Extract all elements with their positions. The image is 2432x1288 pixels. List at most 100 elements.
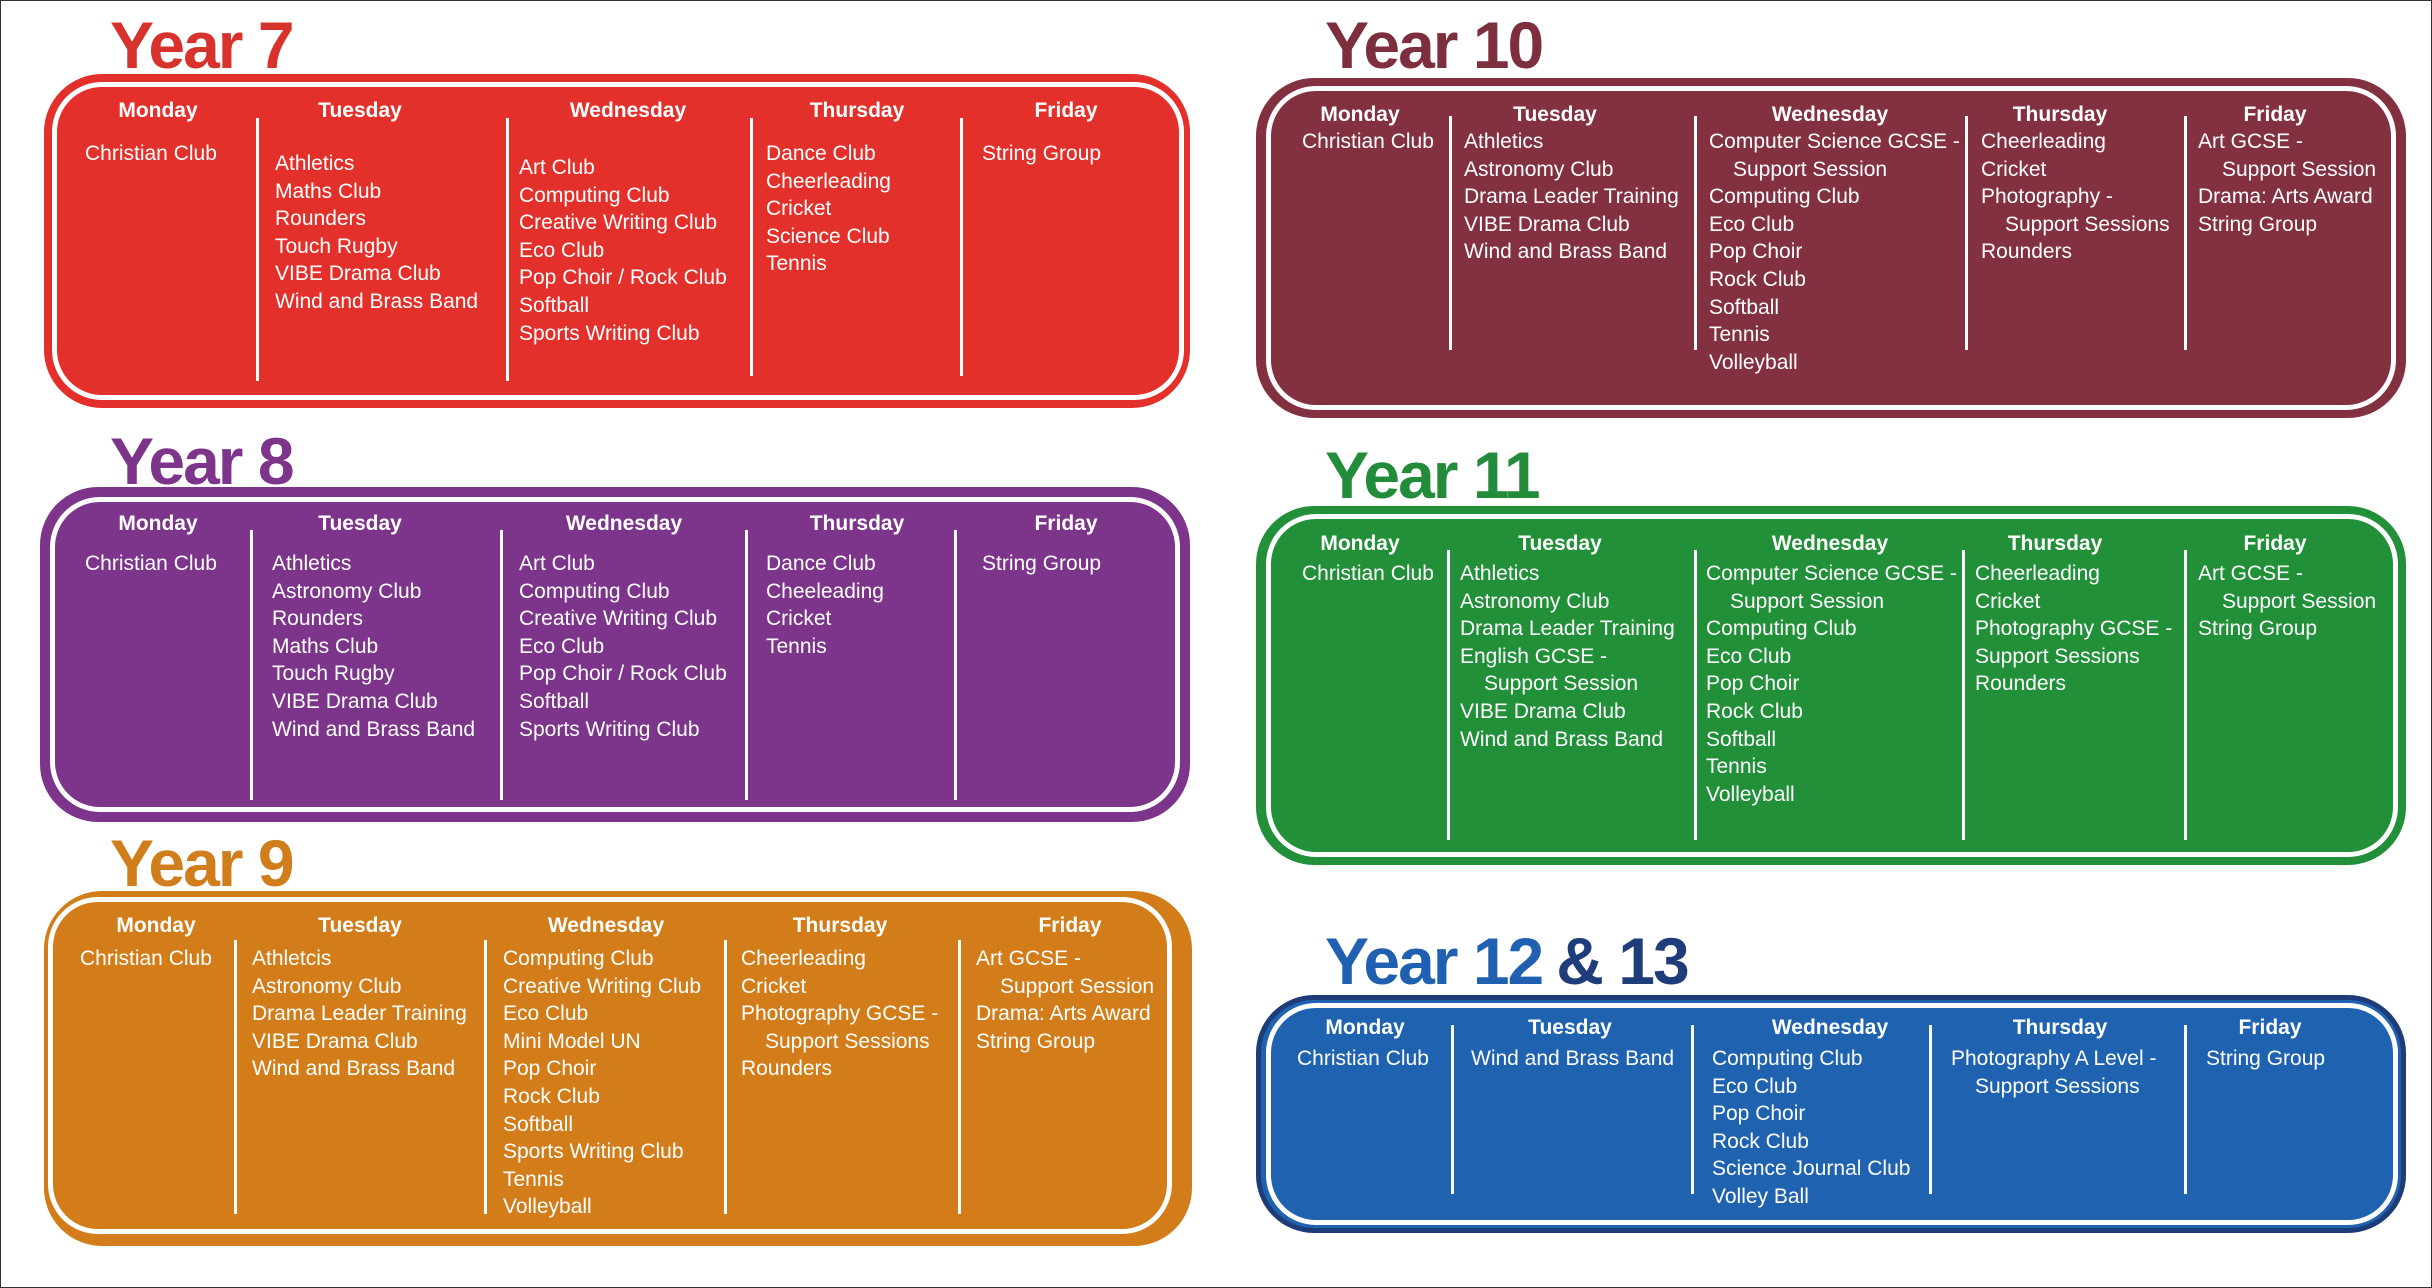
y12-monday-heading: Monday xyxy=(1280,1017,1450,1038)
y7-monday-heading: Monday xyxy=(48,100,268,121)
club-item: Art Club xyxy=(519,156,595,179)
club-item: Computing Club xyxy=(1712,1047,1863,1070)
day-heading: Tuesday xyxy=(1513,103,1597,126)
club-item: Pop Choir xyxy=(1706,672,1800,696)
y10-tuesday-club-list: Athletics Astronomy Club Drama Leader Trai… xyxy=(1464,128,1679,266)
club-item: Athletics xyxy=(272,552,352,575)
day-heading: Friday xyxy=(2238,1016,2302,1039)
y11-tuesday-heading: Tuesday xyxy=(1430,533,1690,554)
day-heading: Thursday xyxy=(809,99,905,122)
club-item: Astronomy Club xyxy=(1460,589,1610,613)
y8-friday-club-list: String Group xyxy=(982,550,1101,578)
club-item: Eco Club xyxy=(519,634,605,658)
day-heading: Friday xyxy=(2243,103,2307,126)
y10-wednesday-club-list: Computer Science GCSE - Support Session Co… xyxy=(1709,128,1960,376)
y8-column-divider xyxy=(500,530,503,800)
club-item: Drama Leader Training xyxy=(1464,185,1679,209)
club-item: Christian Club xyxy=(1302,562,1434,585)
y8-monday-club-list: Christian Club xyxy=(85,550,217,578)
y7-friday-club-list: String Group xyxy=(982,140,1101,168)
club-item: Computer Science GCSE - xyxy=(1706,562,1957,585)
y8-tuesday-heading: Tuesday xyxy=(240,513,480,534)
y7-wednesday-heading: Wednesday xyxy=(490,100,766,121)
y10-panel-border xyxy=(1266,86,2396,410)
club-item: Support Session xyxy=(2222,157,2377,181)
club-item: Rock Club xyxy=(503,1084,600,1108)
club-item: Support Session xyxy=(1730,589,1885,613)
club-item: Volleyball xyxy=(1709,350,1798,374)
day-heading: Wednesday xyxy=(547,914,665,937)
club-item: Rounders xyxy=(741,1057,833,1081)
y10-title: Year 10 xyxy=(1325,12,1544,78)
club-item: Cricket xyxy=(1975,589,2041,613)
club-item: Pop Choir xyxy=(1709,240,1803,264)
y7-tuesday-heading: Tuesday xyxy=(240,100,480,121)
club-item: Softball xyxy=(503,1112,574,1136)
club-item: Support Session xyxy=(2222,589,2377,613)
y7-column-divider xyxy=(750,118,753,376)
day-heading: Thursday xyxy=(2012,1016,2108,1039)
club-item: Science Journal Club xyxy=(1712,1157,1911,1181)
club-item: Pop Choir xyxy=(1712,1102,1806,1126)
y12-panel xyxy=(1256,995,2406,1233)
y9-title: Year 9 xyxy=(110,830,295,896)
y7-thursday-club-list: Dance Club Cheerleading Cricket Science Clu… xyxy=(766,140,891,278)
club-item: Photography A Level - xyxy=(1951,1047,2157,1070)
club-item: Support Sessions xyxy=(1975,1074,2140,1098)
y10-monday-heading: Monday xyxy=(1280,104,1440,125)
club-item: Wind and Brass Band xyxy=(1460,727,1664,751)
club-item: Rounders xyxy=(1975,672,2067,696)
day-heading: Monday xyxy=(1320,103,1400,126)
y10-column-divider xyxy=(1965,116,1968,350)
club-item: Dance Club xyxy=(766,552,876,575)
y11-friday-heading: Friday xyxy=(2170,533,2380,554)
club-item: Rock Club xyxy=(1712,1129,1809,1153)
y11-title-text: Year 11 xyxy=(1325,438,1541,512)
club-item: Drama Leader Training xyxy=(252,1002,467,1026)
y10-monday-club-list: Christian Club xyxy=(1302,128,1434,156)
y7-panel xyxy=(44,74,1190,408)
club-item: Sports Writing Club xyxy=(503,1140,684,1164)
club-item: Computing Club xyxy=(503,947,654,970)
club-item: Astronomy Club xyxy=(272,579,422,603)
club-item: Wind and Brass Band xyxy=(252,1057,456,1081)
club-item: Drama: Arts Award xyxy=(2198,185,2373,209)
club-item: Support Session xyxy=(1733,157,1888,181)
club-item: Tennis xyxy=(503,1167,564,1191)
club-item: Art GCSE - xyxy=(2198,562,2304,585)
day-heading: Friday xyxy=(2243,532,2307,555)
day-heading: Thursday xyxy=(792,914,888,937)
y11-thursday-club-list: Cheerleading Cricket Photography GCSE - Sup… xyxy=(1975,560,2172,698)
club-item: String Group xyxy=(976,1029,1096,1053)
y9-title-text: Year 9 xyxy=(110,826,295,900)
y10-panel xyxy=(1256,78,2406,418)
y12-column-divider xyxy=(1691,1025,1694,1194)
club-item: Eco Club xyxy=(1706,644,1792,668)
y8-friday-heading: Friday xyxy=(946,513,1186,534)
y12-thursday-club-list: Photography A Level - Support Sessions xyxy=(1951,1045,2156,1100)
club-item: Tennis xyxy=(766,252,827,276)
y9-thursday-club-list: Cheerleading Cricket Photography GCSE - Sup… xyxy=(741,945,938,1083)
y9-panel-border xyxy=(48,897,1172,1234)
y9-thursday-heading: Thursday xyxy=(710,915,970,936)
y9-wednesday-club-list: Computing Club Creative Writing Club Eco C… xyxy=(503,945,701,1221)
y11-column-divider xyxy=(2184,550,2187,840)
y7-column-divider xyxy=(506,118,509,381)
y10-column-divider xyxy=(1694,116,1697,350)
y12-tuesday-club-list: Wind and Brass Band xyxy=(1471,1045,1674,1073)
club-item: Support Sessions xyxy=(765,1029,930,1053)
day-heading: Tuesday xyxy=(1528,1016,1612,1039)
club-item: Art GCSE - xyxy=(2198,130,2304,153)
club-item: Cheerleading xyxy=(741,947,866,970)
club-item: Tennis xyxy=(1709,323,1770,347)
day-heading: Wednesday xyxy=(1771,103,1889,126)
y12-friday-club-list: String Group xyxy=(2206,1045,2325,1073)
y7-column-divider xyxy=(256,118,259,381)
day-heading: Monday xyxy=(118,512,198,535)
day-heading: Friday xyxy=(1034,512,1098,535)
y11-column-divider xyxy=(1447,550,1450,840)
club-item: Rock Club xyxy=(1709,267,1806,291)
y10-column-divider xyxy=(2184,116,2187,350)
club-item: Cheerleading xyxy=(766,169,891,193)
club-item: Rock Club xyxy=(1706,699,1803,723)
